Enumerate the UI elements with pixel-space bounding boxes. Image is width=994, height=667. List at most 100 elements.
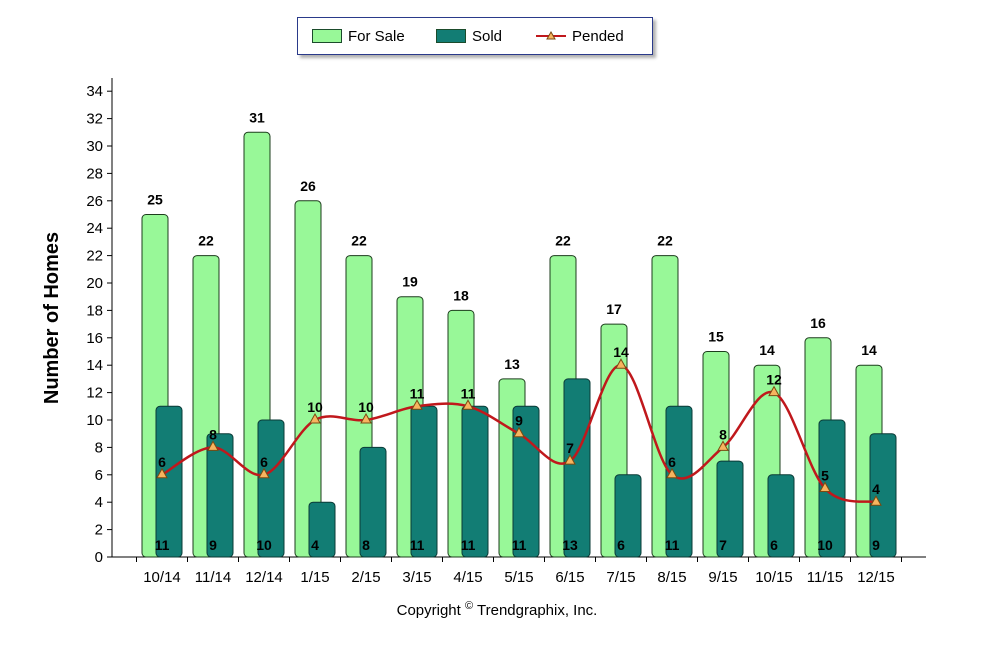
x-tick-label: 8/15 (657, 569, 686, 586)
legend-label-sold: Sold (472, 27, 503, 45)
point-pended (258, 467, 270, 479)
y-tick-label: 32 (86, 111, 103, 128)
point-pended (564, 454, 576, 465)
data-label-pended: 6 (668, 454, 676, 470)
data-label-sold: 9 (872, 537, 880, 553)
data-label-pended: 11 (461, 385, 476, 401)
bar-sold (563, 378, 591, 558)
x-tick-label: 4/15 (453, 569, 482, 586)
point-pended (156, 467, 168, 479)
bar-for-sale (294, 200, 322, 558)
bar-sold (308, 501, 336, 558)
y-axis-title: Number of Homes (41, 232, 63, 404)
legend-label-for-sale: For Sale (348, 27, 405, 45)
data-label-for-sale: 14 (759, 342, 775, 358)
x-tick-label: 10/14 (143, 569, 181, 586)
y-tick-label: 16 (86, 330, 103, 347)
bar-sold (257, 419, 285, 558)
data-label-for-sale: 22 (351, 233, 367, 249)
y-tick-label: 28 (86, 165, 103, 182)
data-label-for-sale: 15 (708, 329, 724, 345)
data-label-sold: 11 (461, 537, 476, 553)
bar-sold (665, 405, 693, 558)
data-label-pended: 4 (872, 481, 880, 497)
copyright-label: Copyright (396, 602, 461, 619)
data-label-pended: 9 (515, 413, 523, 429)
legend-swatch-pended (536, 30, 566, 40)
data-label-sold: 11 (155, 537, 170, 553)
x-tick-label: 12/14 (245, 569, 283, 586)
bar-sold (206, 433, 234, 558)
point-pended (615, 358, 627, 369)
y-tick-label: 34 (86, 83, 103, 100)
data-label-for-sale: 26 (300, 178, 316, 194)
y-tick-label: 8 (95, 439, 103, 456)
y-tick-label: 2 (95, 522, 103, 539)
bar-sold (767, 474, 795, 558)
data-label-sold: 11 (410, 537, 425, 553)
legend: For Sale Sold Pended (297, 17, 653, 55)
bar-sold (614, 474, 642, 558)
data-label-for-sale: 22 (198, 233, 214, 249)
point-pended (462, 399, 474, 410)
data-label-sold: 13 (562, 537, 578, 553)
point-pended (870, 495, 882, 506)
copyright-owner: Trendgraphix, Inc. (477, 602, 598, 619)
point-pended (666, 467, 678, 479)
y-tick-label: 14 (86, 357, 103, 374)
legend-swatch-sold (436, 29, 466, 43)
y-tick-label: 6 (95, 467, 103, 484)
point-pended (360, 412, 372, 424)
copyright-symbol: © (465, 600, 474, 612)
data-label-sold: 10 (817, 537, 833, 553)
x-tick-label: 11/14 (195, 569, 231, 586)
data-label-pended: 10 (358, 399, 374, 415)
point-pended (819, 481, 831, 492)
x-tick-label: 12/15 (857, 569, 895, 586)
line-pended (161, 363, 877, 504)
y-tick-label: 0 (95, 549, 103, 566)
data-label-pended: 5 (821, 468, 829, 484)
data-label-sold: 7 (719, 537, 727, 553)
legend-label-pended: Pended (572, 27, 624, 45)
bar-sold (410, 405, 438, 558)
legend-item-for-sale: For Sale (312, 27, 405, 45)
bar-sold (869, 433, 897, 558)
x-tick-label: 1/15 (300, 569, 329, 586)
data-label-pended: 10 (307, 399, 323, 415)
point-pended (207, 440, 219, 451)
bar-sold (716, 460, 744, 558)
data-label-for-sale: 19 (402, 274, 418, 290)
y-tick-label: 12 (86, 385, 103, 402)
x-tick-label: 10/15 (755, 569, 793, 586)
data-label-pended: 12 (766, 372, 782, 388)
y-tick-label: 18 (86, 302, 103, 319)
data-label-pended: 7 (566, 440, 574, 456)
data-label-for-sale: 16 (810, 315, 826, 331)
data-label-sold: 11 (665, 537, 680, 553)
data-label-for-sale: 25 (147, 192, 163, 208)
y-tick-label: 24 (86, 220, 103, 237)
data-label-pended: 8 (209, 426, 217, 442)
bar-sold (359, 446, 387, 558)
y-tick-label: 20 (86, 275, 103, 292)
bar-sold (155, 405, 183, 558)
data-label-for-sale: 31 (249, 109, 265, 125)
data-label-sold: 10 (256, 537, 272, 553)
data-label-for-sale: 17 (606, 301, 622, 317)
data-label-pended: 8 (719, 426, 727, 442)
x-tick-label: 11/15 (807, 569, 843, 586)
copyright-text: Copyright © Trendgraphix, Inc. (0, 600, 994, 619)
data-label-sold: 4 (311, 537, 319, 553)
data-label-pended: 14 (613, 344, 629, 360)
data-label-pended: 11 (410, 385, 425, 401)
legend-item-pended: Pended (536, 27, 624, 45)
bar-sold (512, 405, 540, 558)
data-label-sold: 11 (512, 537, 527, 553)
x-tick-label: 6/15 (555, 569, 584, 586)
data-label-sold: 6 (617, 537, 625, 553)
data-label-sold: 6 (770, 537, 778, 553)
data-label-sold: 8 (362, 537, 370, 553)
x-tick-label: 5/15 (504, 569, 533, 586)
